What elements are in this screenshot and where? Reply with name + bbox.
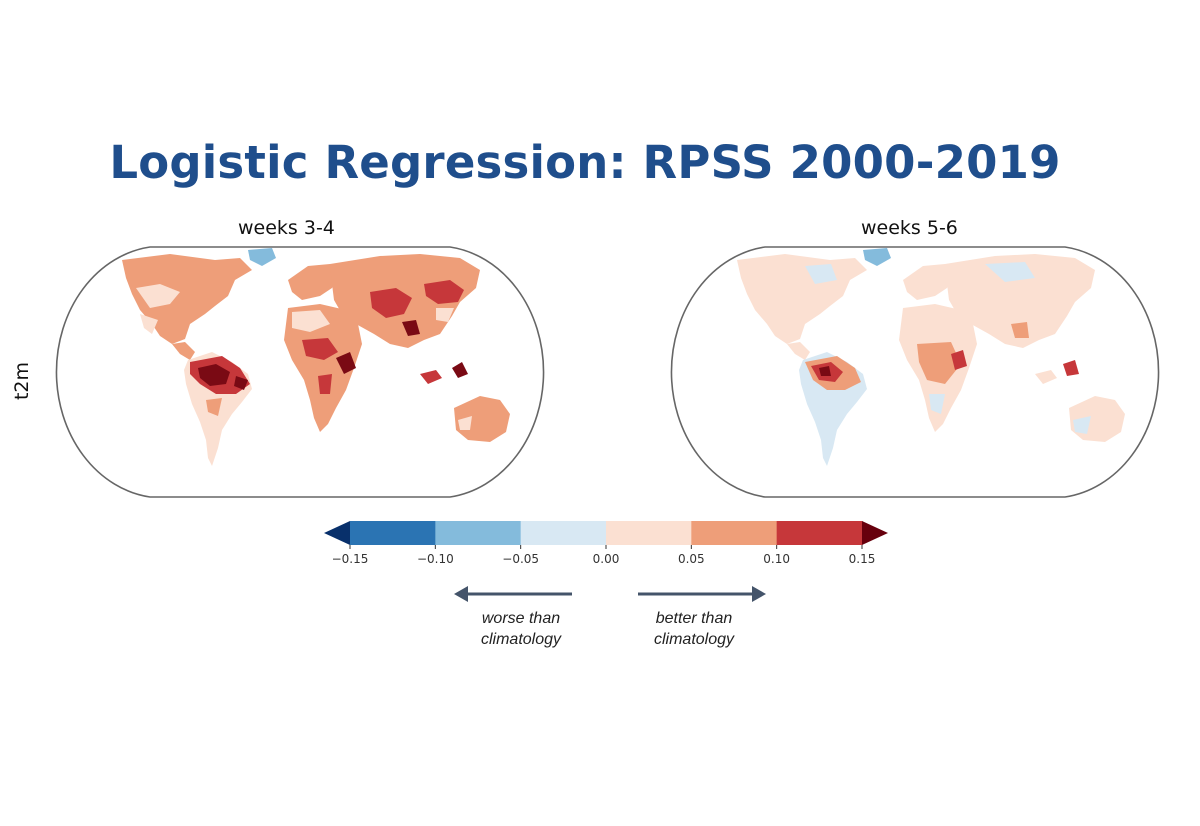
europe	[903, 264, 955, 300]
colorbar-tick-label: 0.10	[763, 552, 790, 566]
direction-arrows	[454, 586, 766, 602]
africa	[284, 304, 362, 432]
colorbar-tick-label: −0.05	[502, 552, 539, 566]
colorbar-extend-low	[324, 521, 350, 545]
map-weeks-5-6	[670, 246, 1160, 498]
colorbar: −0.15 −0.10 −0.05 0.00 0.05 0.10 0.15	[324, 521, 888, 566]
greenland	[248, 248, 276, 266]
worse-label-line2: climatology	[480, 631, 562, 648]
better-than-climatology-label: better than climatology	[634, 608, 754, 650]
colorbar-bin	[520, 521, 607, 545]
colorbar-extend-high	[862, 521, 888, 545]
colorbar-bin	[691, 521, 778, 545]
colorbar-tick-label: 0.05	[678, 552, 705, 566]
worse-than-climatology-label: worse than climatology	[462, 608, 580, 650]
colorbar-bin	[350, 521, 436, 545]
map-weeks-3-4	[55, 246, 545, 498]
better-label-line1: better than	[655, 610, 733, 627]
europe	[288, 264, 340, 300]
greenland	[863, 248, 891, 266]
row-label-t2m: t2m	[11, 361, 33, 401]
better-arrow-icon	[752, 586, 766, 602]
colorbar-bin	[435, 521, 522, 545]
colorbar-tick-label: −0.10	[417, 552, 454, 566]
colorbar-tick-label: 0.15	[849, 552, 876, 566]
figure-title: Logistic Regression: RPSS 2000-2019	[109, 136, 1061, 189]
worse-label-line1: worse than	[481, 610, 561, 627]
asia	[945, 254, 1095, 348]
panel-label-weeks-5-6: weeks 5-6	[861, 217, 958, 239]
colorbar-bin	[776, 521, 863, 545]
better-label-line2: climatology	[653, 631, 735, 648]
panel-label-weeks-3-4: weeks 3-4	[238, 217, 335, 239]
colorbar-tick-label: −0.15	[332, 552, 369, 566]
worse-arrow-icon	[454, 586, 468, 602]
colorbar-bin	[606, 521, 692, 545]
australia	[454, 396, 510, 442]
colorbar-tick-label: 0.00	[593, 552, 620, 566]
